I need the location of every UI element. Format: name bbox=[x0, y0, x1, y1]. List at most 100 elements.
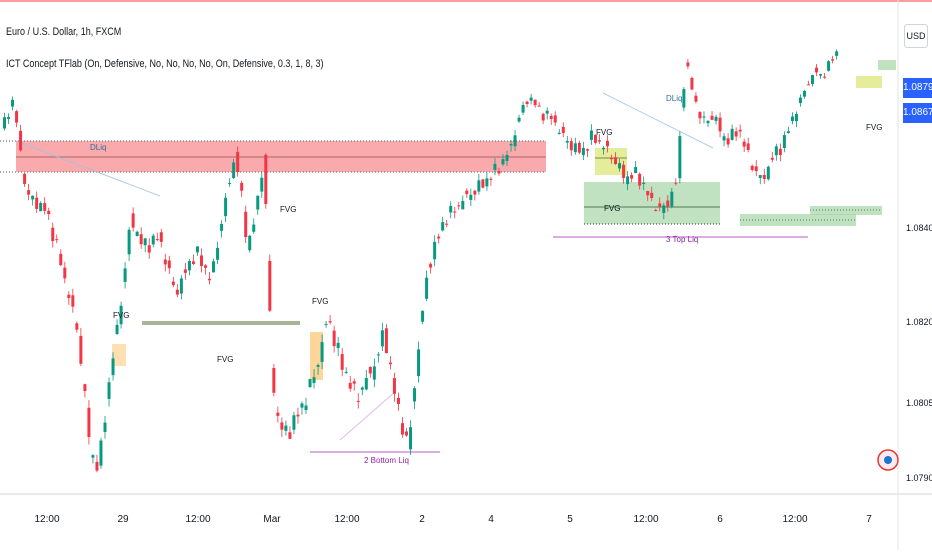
y-tick-label: 1.08200 bbox=[906, 317, 932, 327]
candle-down bbox=[384, 328, 388, 354]
candle-down bbox=[606, 140, 609, 147]
candle-up bbox=[802, 91, 806, 97]
candle-down bbox=[268, 260, 272, 311]
candle-down bbox=[710, 115, 714, 120]
candle-up bbox=[706, 120, 710, 124]
candle-down bbox=[770, 157, 774, 160]
candle-up bbox=[433, 241, 437, 260]
candle-up bbox=[501, 159, 505, 165]
candle-up bbox=[790, 116, 794, 122]
candle-up bbox=[425, 277, 429, 299]
currency-button[interactable]: USD bbox=[904, 24, 928, 48]
candle-up bbox=[31, 195, 35, 200]
x-tick-label: 29 bbox=[117, 514, 129, 525]
candle-down bbox=[533, 99, 537, 106]
candle-down bbox=[497, 170, 501, 174]
fvg-zone-orange-2 bbox=[112, 344, 126, 366]
candle-up bbox=[505, 154, 509, 161]
candle-down bbox=[332, 330, 336, 347]
candle-up bbox=[513, 135, 517, 147]
candle-up bbox=[557, 132, 561, 134]
candle-down bbox=[23, 173, 27, 184]
annotation-label: 3 Top Liq bbox=[666, 235, 698, 244]
candle-up bbox=[187, 261, 191, 271]
candle-down bbox=[762, 174, 766, 179]
fvg-line-flat bbox=[142, 321, 300, 325]
candle-down bbox=[15, 111, 19, 123]
indicator-title[interactable]: ICT Concept TFlab (On, Defensive, No, No… bbox=[6, 58, 324, 70]
candle-up bbox=[248, 235, 252, 251]
candle-up bbox=[449, 205, 453, 213]
candle-down bbox=[569, 141, 573, 151]
annotation-label: 2 Bottom Liq bbox=[364, 456, 409, 465]
candle-down bbox=[51, 227, 55, 242]
candle-down bbox=[264, 154, 268, 205]
last-price-tag: 1.08795 bbox=[903, 78, 932, 98]
candle-down bbox=[561, 126, 565, 134]
fvg-zone-yellow bbox=[595, 148, 627, 175]
dliq-trendline-right bbox=[602, 92, 714, 149]
candle-up bbox=[730, 128, 734, 140]
candle-down bbox=[368, 366, 372, 374]
candle-down bbox=[47, 210, 51, 215]
candle-down bbox=[630, 175, 634, 179]
candle-up bbox=[344, 371, 348, 373]
candle-down bbox=[614, 157, 618, 165]
candle-up bbox=[107, 382, 111, 399]
candle-up bbox=[220, 223, 224, 231]
annotation-label: FVG bbox=[280, 205, 296, 214]
candle-up bbox=[179, 278, 183, 294]
candle-down bbox=[159, 232, 163, 242]
candle-down bbox=[75, 323, 79, 330]
candle-up bbox=[811, 75, 815, 84]
candle-down bbox=[276, 412, 280, 416]
candle-down bbox=[167, 260, 171, 269]
candle-up bbox=[642, 182, 646, 184]
candle-up bbox=[417, 349, 421, 376]
candle-up bbox=[626, 176, 630, 185]
candle-down bbox=[646, 191, 650, 196]
candle-up bbox=[123, 268, 127, 282]
candle-down bbox=[272, 368, 276, 393]
candle-up bbox=[589, 130, 593, 140]
candle-down bbox=[658, 203, 662, 207]
candle-down bbox=[754, 166, 758, 172]
candle-up bbox=[794, 113, 798, 122]
tv-logo-inner-icon bbox=[884, 456, 892, 464]
candle-down bbox=[815, 67, 819, 73]
candle-up bbox=[413, 388, 417, 402]
symbol-title[interactable]: Euro / U.S. Dollar, 1h, FXCM bbox=[6, 26, 122, 38]
annotation-label: FVG bbox=[312, 297, 328, 306]
candle-up bbox=[461, 201, 465, 210]
x-tick-label: 12:00 bbox=[633, 514, 658, 525]
candle-up bbox=[835, 51, 839, 56]
y-tick-label: 1.08400 bbox=[906, 223, 932, 233]
candle-down bbox=[738, 129, 742, 132]
candle-down bbox=[831, 59, 835, 61]
annotation-label: FVG bbox=[596, 128, 612, 137]
candle-down bbox=[577, 142, 581, 153]
candle-up bbox=[469, 194, 473, 200]
candle-up bbox=[308, 379, 312, 387]
candle-down bbox=[388, 362, 392, 365]
candle-down bbox=[400, 423, 404, 435]
candle-up bbox=[91, 455, 95, 458]
candle-down bbox=[553, 115, 557, 123]
candle-down bbox=[537, 105, 541, 107]
candle-down bbox=[525, 101, 529, 105]
candle-up bbox=[216, 247, 220, 260]
candle-up bbox=[151, 235, 155, 245]
candle-up bbox=[292, 415, 296, 430]
candle-up bbox=[260, 177, 264, 192]
candle-up bbox=[782, 135, 786, 148]
candle-down bbox=[191, 261, 195, 265]
candle-down bbox=[83, 384, 87, 392]
candle-up bbox=[798, 97, 802, 104]
x-tick-label: 5 bbox=[567, 514, 573, 525]
candle-down bbox=[489, 178, 493, 180]
candle-up bbox=[827, 61, 831, 71]
candle-up bbox=[766, 166, 770, 180]
candle-down bbox=[437, 236, 441, 239]
